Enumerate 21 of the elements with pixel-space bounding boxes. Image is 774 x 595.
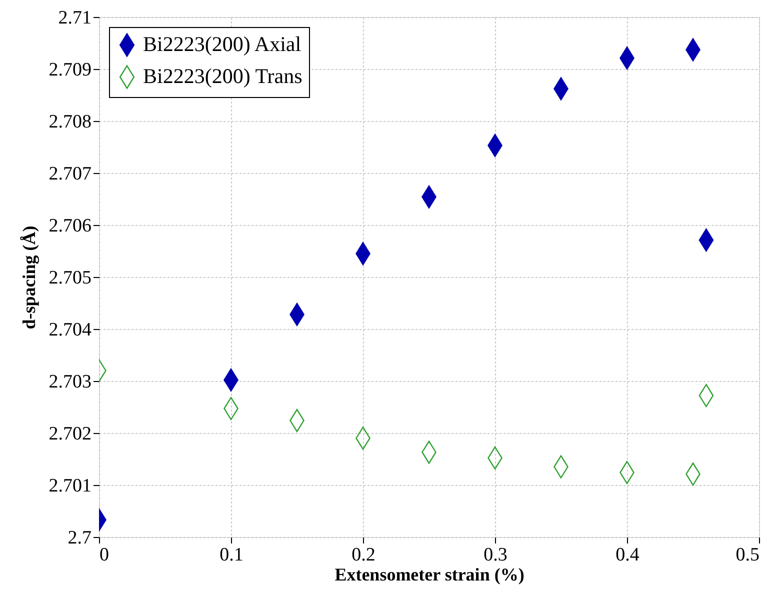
y-tick-label: 2.709 <box>48 60 92 80</box>
y-tick-label: 2.702 <box>48 424 92 444</box>
y-tick-label: 2.707 <box>48 164 92 184</box>
x-tick-label: 0.1 <box>220 544 244 566</box>
y-tick-label: 2.703 <box>48 372 92 392</box>
y-tick-label: 2.704 <box>48 320 92 340</box>
y-tick-label: 2.701 <box>48 476 92 496</box>
x-tick-label: 0 <box>100 544 109 566</box>
y-tick-label: 2.71 <box>58 8 92 28</box>
legend-label: Bi2223(200) Axial <box>143 32 302 56</box>
y-tick-label: 2.705 <box>48 268 92 288</box>
x-tick-label: 0.3 <box>484 544 508 566</box>
y-axis-title: d-spacing (Å) <box>18 226 39 330</box>
x-axis-title: Extensometer strain (%) <box>334 564 524 584</box>
legend-label: Bi2223(200) Trans <box>143 64 302 88</box>
x-tick-label: 0.5 <box>736 544 760 566</box>
x-tick-label: 0.2 <box>352 544 376 566</box>
y-tick-label: 2.7 <box>68 528 92 548</box>
y-tick-label: 2.708 <box>48 112 92 132</box>
y-tick-label: 2.706 <box>48 216 92 236</box>
x-tick-label: 0.4 <box>616 544 640 566</box>
